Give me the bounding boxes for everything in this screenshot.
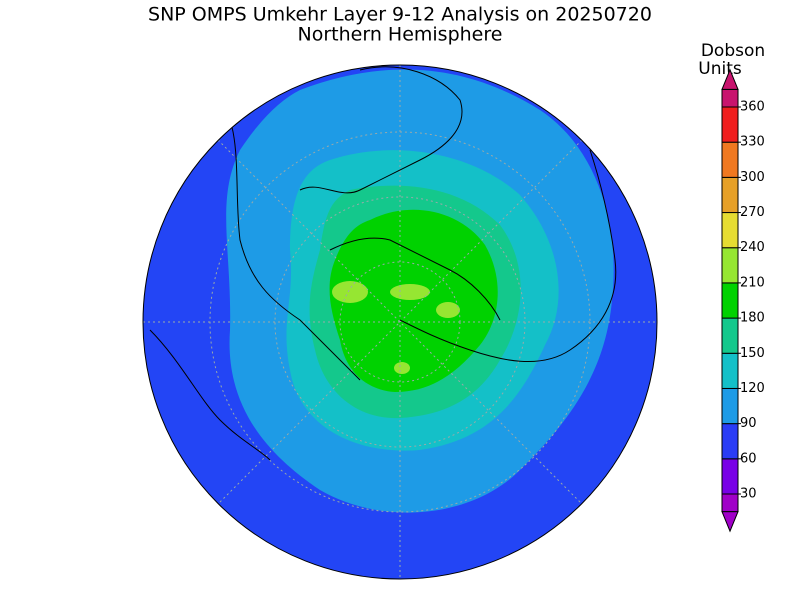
contour-210: [390, 284, 430, 300]
title: SNP OMPS Umkehr Layer 9-12 Analysis on 2…: [148, 4, 652, 26]
colorbar-band: [721, 106, 739, 143]
subtitle: Northern Hemisphere: [298, 24, 503, 46]
colorbar-tick-label: 300: [740, 170, 765, 185]
polar-map: [142, 64, 658, 580]
colorbar-tick-label: 210: [740, 275, 765, 290]
colorbar-band: [721, 352, 739, 389]
colorbar-tick-label: 120: [740, 381, 765, 396]
map-border: [142, 64, 658, 580]
colorbar-tick-label: 60: [740, 451, 757, 466]
graticule: [143, 65, 657, 579]
colorbar-band: [721, 423, 739, 460]
contour-210: [332, 281, 368, 303]
colorbar-band: [721, 458, 739, 495]
colorbar-tick-label: 30: [740, 487, 757, 502]
colorbar-tick-label: 240: [740, 240, 765, 255]
colorbar: 30 60 90 120 150 180 210 240 270 300 330 360: [721, 68, 765, 533]
colorbar-band: [721, 387, 739, 425]
colorbar-band: [721, 212, 739, 249]
colorbar-band: [721, 317, 739, 354]
colorbar-band: [721, 88, 739, 108]
colorbar-tick-label: 90: [740, 416, 757, 431]
colorbar-tick-label: 360: [740, 100, 765, 115]
contour-180: [329, 209, 498, 392]
colorbar-tick-label: 180: [740, 311, 765, 326]
contour-210: [436, 302, 460, 318]
colorbar-tick-label: 150: [740, 346, 765, 361]
colorbar-band: [721, 141, 739, 178]
colorbar-tick-label: 330: [740, 135, 765, 150]
colorbar-label: Dobson: [701, 41, 765, 61]
colorbar-label: Units: [698, 59, 742, 79]
colorbar-band: [721, 176, 739, 214]
colorbar-band: [721, 493, 739, 513]
contour-210: [394, 362, 410, 374]
colorbar-band: [721, 282, 739, 319]
colorbar-end: [721, 68, 739, 90]
coastlines: [149, 66, 617, 461]
colorbar-tick-label: 270: [740, 205, 765, 220]
colorbar-end: [721, 511, 739, 533]
colorbar-band: [721, 247, 739, 284]
